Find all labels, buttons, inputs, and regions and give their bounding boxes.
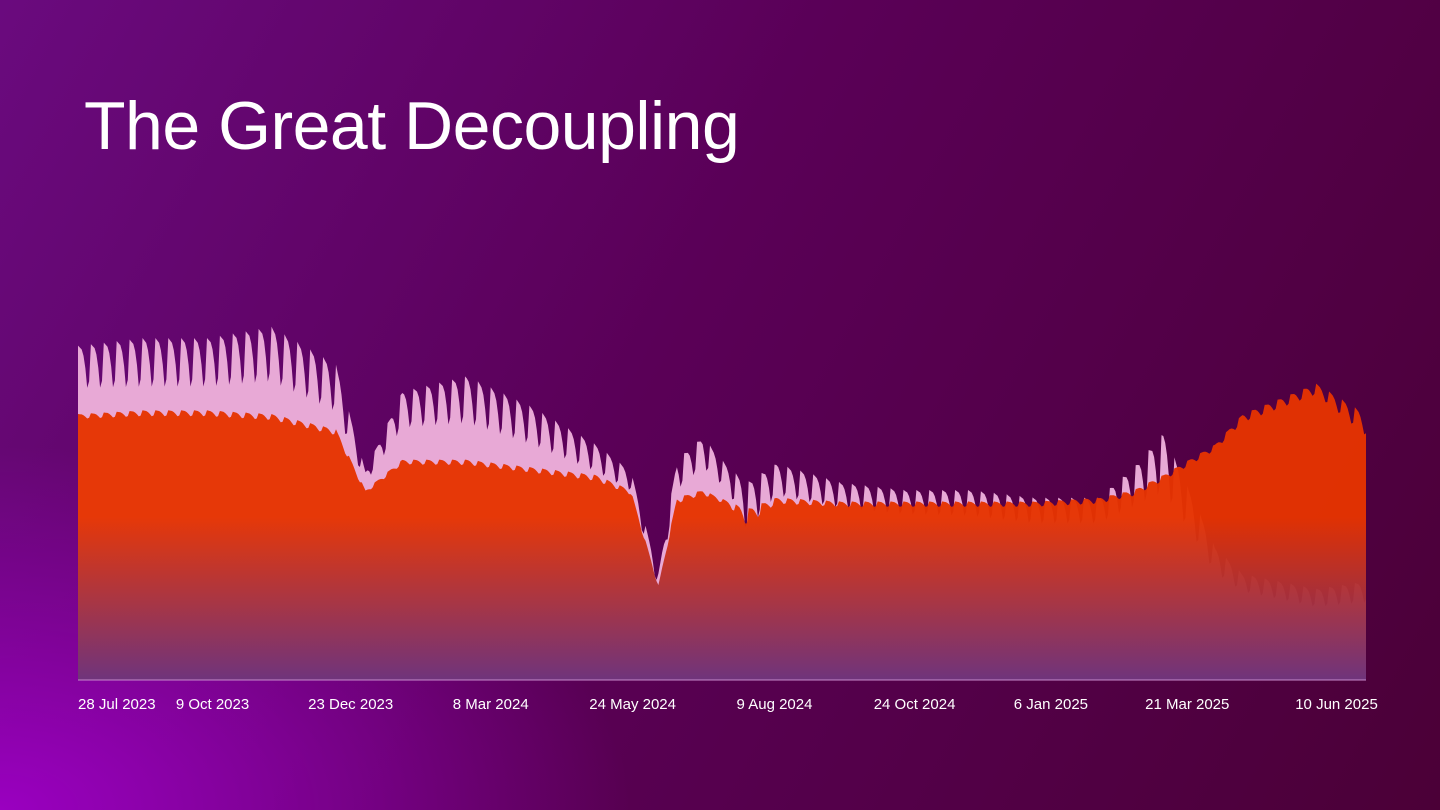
x-tick-label: 28 Jul 2023 bbox=[78, 696, 156, 713]
x-tick-label: 23 Dec 2023 bbox=[308, 696, 393, 713]
x-tick-label: 9 Oct 2023 bbox=[176, 696, 249, 713]
x-tick-label: 24 Oct 2024 bbox=[874, 696, 956, 713]
slide-title: The Great Decoupling bbox=[84, 88, 740, 164]
x-tick-label: 24 May 2024 bbox=[589, 696, 676, 713]
x-tick-label: 21 Mar 2025 bbox=[1145, 696, 1229, 713]
series-b-area bbox=[78, 383, 1366, 680]
x-tick-label: 10 Jun 2025 bbox=[1295, 696, 1378, 713]
x-tick-label: 9 Aug 2024 bbox=[737, 696, 813, 713]
x-tick-label: 6 Jan 2025 bbox=[1014, 696, 1088, 713]
x-tick-label: 8 Mar 2024 bbox=[453, 696, 529, 713]
